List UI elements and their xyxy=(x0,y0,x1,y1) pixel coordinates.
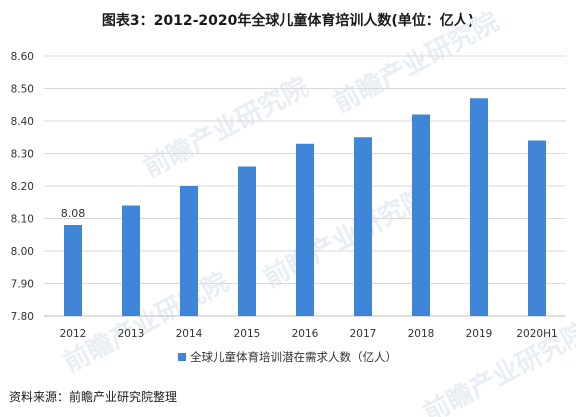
bar-2015 xyxy=(238,166,256,316)
x-tick-label: 2014 xyxy=(176,328,203,340)
x-tick-label: 2012 xyxy=(60,328,87,340)
bar-2020H1 xyxy=(528,140,546,316)
bar-2018 xyxy=(412,114,430,316)
bar-2013 xyxy=(122,205,140,316)
y-tick-label: 7.80 xyxy=(11,311,34,323)
chart-title: 图表3：2012-2020年全球儿童体育培训人数(单位：亿人) xyxy=(101,13,475,29)
watermark: 前瞻产业研究院 xyxy=(258,181,433,294)
bar-2014 xyxy=(180,186,198,316)
x-tick-label: 2019 xyxy=(466,328,493,340)
x-tick-label: 2020H1 xyxy=(516,328,557,340)
x-tick-label: 2013 xyxy=(118,328,145,340)
x-tick-label: 2015 xyxy=(234,328,261,340)
data-label: 8.08 xyxy=(61,207,86,220)
y-tick-label: 7.90 xyxy=(11,279,34,291)
bar-2019 xyxy=(470,98,488,316)
bar-2016 xyxy=(296,143,314,316)
y-tick-label: 8.40 xyxy=(11,116,34,128)
y-tick-label: 8.20 xyxy=(11,181,34,193)
x-tick-label: 2017 xyxy=(350,328,377,340)
y-tick-label: 8.50 xyxy=(11,84,34,96)
legend-label: 全球儿童体育培训潜在需求人数（亿人） xyxy=(190,350,397,364)
bar-2017 xyxy=(354,137,372,316)
legend-swatch xyxy=(178,353,186,361)
y-tick-label: 8.10 xyxy=(11,214,34,226)
y-tick-label: 8.60 xyxy=(11,51,34,63)
source-note: 资料来源：前瞻产业研究院整理 xyxy=(9,390,178,404)
x-tick-label: 2018 xyxy=(408,328,435,340)
y-tick-label: 8.00 xyxy=(11,246,34,258)
bar-2012 xyxy=(64,225,82,316)
x-tick-label: 2016 xyxy=(292,328,319,340)
y-tick-label: 8.30 xyxy=(11,149,34,161)
